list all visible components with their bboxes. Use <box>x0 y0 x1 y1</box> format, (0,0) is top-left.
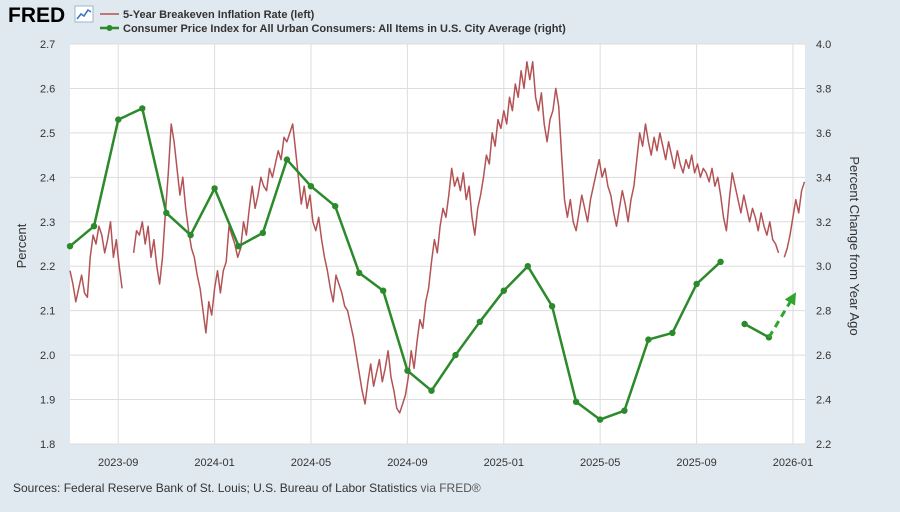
right-tick-label: 2.4 <box>816 395 831 407</box>
right-tick-label: 3.4 <box>816 172 831 184</box>
cpi-point <box>741 320 748 328</box>
x-tick-label: 2025-05 <box>580 457 620 469</box>
x-axis-ticks: 2023-09 2024-01 2024-05 2024-09 2025-01 2025-… <box>98 457 813 469</box>
cpi-point <box>332 203 339 210</box>
legend: 5-Year Breakeven Inflation Rate (left) C… <box>100 9 566 35</box>
cpi-point <box>115 116 122 123</box>
right-tick-label: 2.6 <box>816 350 831 362</box>
fred-logo[interactable]: FRED <box>8 4 94 27</box>
x-tick-label: 2024-05 <box>291 457 331 469</box>
source-via: via FRED® <box>417 481 481 495</box>
cpi-point <box>307 183 315 190</box>
left-tick-label: 2.3 <box>40 217 55 229</box>
left-tick-label: 2.7 <box>40 39 55 51</box>
x-tick-label: 2024-09 <box>387 457 427 469</box>
right-axis-ticks: 2.2 2.4 2.6 2.8 3.0 3.2 3.4 3.6 3.8 4.0 <box>816 39 831 451</box>
left-tick-label: 2.4 <box>40 172 55 184</box>
left-tick-label: 2.6 <box>40 83 55 95</box>
left-tick-label: 2.1 <box>40 306 55 318</box>
cpi-point <box>259 229 267 237</box>
left-tick-label: 2.2 <box>40 261 55 273</box>
cpi-projection-arrow <box>767 292 797 339</box>
cpi-point <box>645 336 652 343</box>
cpi-point <box>211 185 218 192</box>
source-text: Sources: Federal Reserve Bank of St. Lou… <box>13 481 417 495</box>
cpi-point <box>717 258 724 265</box>
series <box>66 61 806 423</box>
x-tick-label: 2023-09 <box>98 457 138 469</box>
line-chart-icon <box>74 5 94 23</box>
legend-label-cpi: Consumer Price Index for All Urban Consu… <box>123 23 566 35</box>
x-tick-label: 2025-01 <box>484 457 524 469</box>
cpi-point <box>669 329 676 337</box>
left-tick-label: 1.8 <box>40 439 55 451</box>
cpi-point <box>693 280 700 288</box>
cpi-point <box>139 105 146 112</box>
right-tick-label: 2.2 <box>816 439 831 451</box>
legend-marker-cpi <box>106 25 113 31</box>
cpi-point <box>452 351 459 359</box>
right-tick-label: 3.6 <box>816 128 831 140</box>
right-tick-label: 3.2 <box>816 217 831 229</box>
x-tick-label: 2026-01 <box>773 457 813 469</box>
cpi-point <box>283 156 291 163</box>
legend-label-breakeven: 5-Year Breakeven Inflation Rate (left) <box>123 9 315 21</box>
cpi-point <box>476 318 483 325</box>
cpi-point <box>235 243 242 250</box>
cpi-point <box>380 287 387 294</box>
left-tick-label: 2.0 <box>40 350 55 362</box>
right-tick-label: 3.0 <box>816 261 831 273</box>
cpi-point <box>404 367 411 374</box>
source-note: Sources: Federal Reserve Bank of St. Lou… <box>13 481 481 495</box>
breakeven-line <box>783 181 806 258</box>
right-tick-label: 2.8 <box>816 306 831 318</box>
cpi-point <box>596 416 604 423</box>
left-axis-ticks: 1.8 1.9 2.0 2.1 2.2 2.3 2.4 2.5 2.6 2.7 <box>40 39 55 451</box>
cpi-point <box>524 263 531 270</box>
right-tick-label: 3.8 <box>816 83 831 95</box>
fred-logo-text: FRED <box>8 4 65 27</box>
cpi-point <box>500 287 507 294</box>
cpi-point <box>428 387 435 394</box>
cpi-point <box>548 303 556 310</box>
x-tick-label: 2025-09 <box>676 457 716 469</box>
cpi-line <box>743 322 770 339</box>
cpi-point <box>187 231 194 239</box>
right-axis-title: Percent Change from Year Ago <box>847 156 862 335</box>
cpi-point <box>90 223 98 230</box>
left-axis-title: Percent <box>14 223 29 268</box>
cpi-line <box>69 107 722 421</box>
x-tick-label: 2024-01 <box>194 457 234 469</box>
left-tick-label: 2.5 <box>40 128 55 140</box>
cpi-point <box>66 243 74 250</box>
cpi-point <box>621 407 628 414</box>
left-tick-label: 1.9 <box>40 395 55 407</box>
cpi-point <box>572 398 580 405</box>
cpi-point <box>356 269 363 277</box>
cpi-point <box>163 209 170 217</box>
gridlines <box>70 43 805 445</box>
right-tick-label: 4.0 <box>816 39 831 51</box>
breakeven-line <box>69 221 123 303</box>
